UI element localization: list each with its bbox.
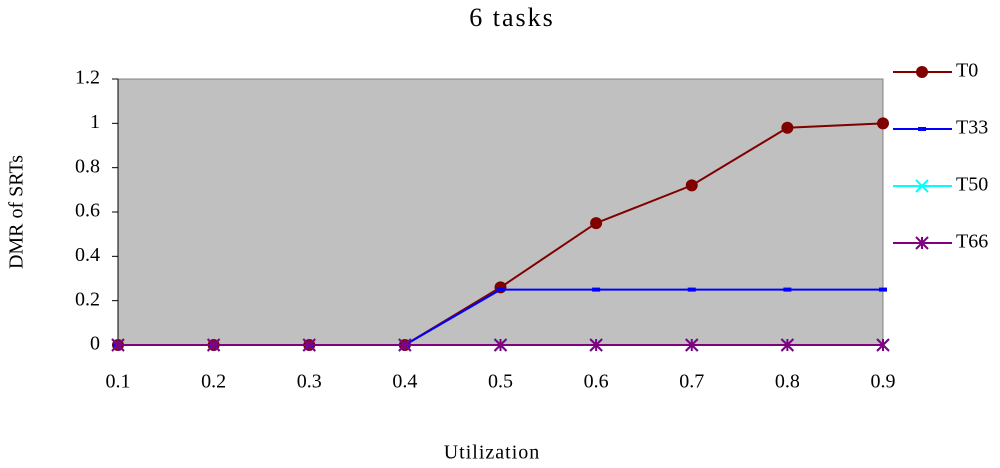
y-tick-label: 0.6 [75, 200, 100, 222]
y-tick-label: 0.4 [75, 244, 100, 266]
marker [493, 338, 508, 352]
x-axis-label: Utilization [444, 442, 541, 464]
x-tick-label: 0.9 [871, 371, 896, 393]
x-tick-label: 0.3 [297, 371, 322, 393]
x-tick-label: 0.1 [106, 371, 131, 393]
y-tick-label: 0 [90, 333, 100, 355]
y-tick-label: 1 [90, 111, 100, 133]
marker-part [590, 217, 603, 230]
marker-part [496, 287, 505, 292]
marker [685, 179, 698, 192]
marker [685, 338, 699, 352]
marker [590, 217, 603, 230]
chart-title: 6 tasks [469, 3, 555, 32]
marker [780, 338, 795, 352]
legend-label: T66 [956, 231, 988, 253]
y-axis-label: DMR of SRTs [6, 155, 28, 269]
legend-marker [915, 179, 929, 193]
marker [206, 338, 221, 352]
x-tick-label: 0.8 [775, 371, 800, 393]
legend-marker [918, 127, 926, 131]
marker-part [783, 287, 792, 292]
marker [496, 287, 505, 292]
marker [398, 338, 412, 352]
marker [111, 338, 125, 352]
legend-marker [915, 236, 929, 250]
marker [592, 287, 601, 292]
marker [783, 287, 792, 292]
marker-part [685, 179, 698, 192]
marker-part [877, 117, 889, 130]
y-tick-label: 1.2 [75, 67, 100, 89]
marker [781, 121, 794, 134]
x-tick-label: 0.6 [584, 371, 609, 393]
marker-part [918, 127, 926, 131]
marker-part [687, 287, 696, 292]
marker-part [592, 287, 601, 292]
marker [877, 117, 889, 130]
marker-part [915, 179, 929, 193]
legend-label: T0 [956, 60, 978, 82]
marker [589, 338, 603, 352]
marker-part [879, 287, 887, 292]
marker-part [781, 121, 794, 134]
marker [876, 338, 890, 352]
x-tick-label: 0.2 [201, 371, 226, 393]
legend-label: T33 [956, 117, 988, 139]
legend-label: T50 [956, 174, 988, 196]
y-tick-label: 0.2 [75, 288, 100, 310]
x-tick-label: 0.5 [488, 371, 513, 393]
marker [687, 287, 696, 292]
marker [879, 287, 887, 292]
x-tick-label: 0.7 [679, 371, 704, 393]
x-tick-label: 0.4 [392, 371, 417, 393]
marker [302, 338, 316, 352]
y-tick-label: 0.8 [75, 155, 100, 177]
legend-marker [916, 66, 928, 78]
plot-area [117, 78, 884, 346]
marker-part [916, 66, 928, 78]
